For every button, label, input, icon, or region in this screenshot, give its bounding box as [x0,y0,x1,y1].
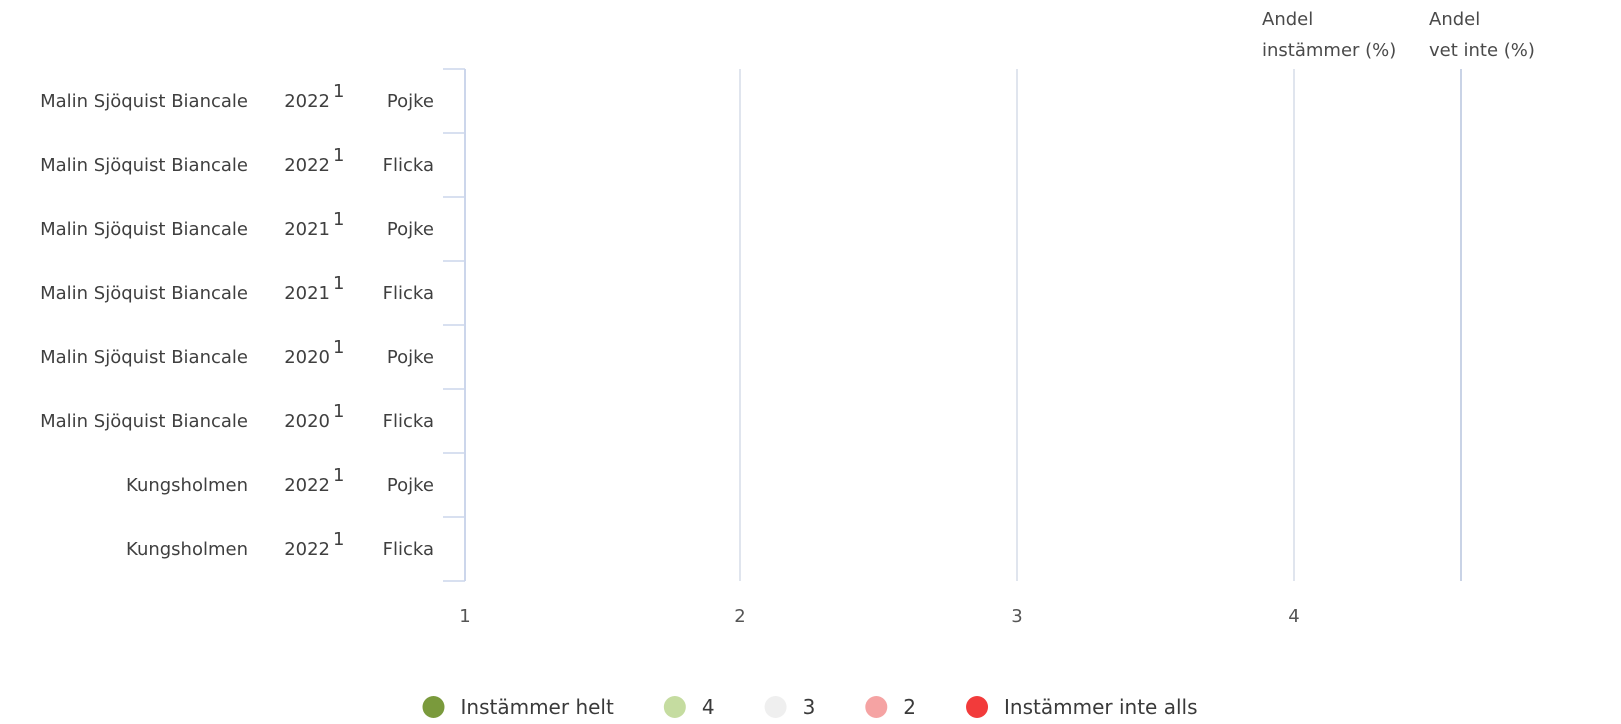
row-name: Kungsholmen [126,539,248,560]
row-group: Flicka [383,155,434,176]
row-year: 2022 [284,155,330,176]
legend-label: Instämmer inte alls [1004,695,1197,719]
row-year: 2022 [284,539,330,560]
legend-label: 4 [702,695,715,719]
column-header-line1: Andel [1262,9,1313,30]
row-group: Pojke [387,475,434,496]
legend-item[interactable]: 2 [865,695,916,719]
row-group: Flicka [383,411,434,432]
legend-marker [663,696,686,718]
row-footnote-marker: 1 [333,529,344,550]
column-header: Andel instämmer (%) [1262,9,1396,61]
row-name: Malin Sjöquist Biancale [40,155,248,176]
row-year: 2021 [284,283,330,304]
column-header-line2: vet inte (%) [1429,40,1535,61]
row-footnote-marker: 1 [333,337,344,358]
row-name: Malin Sjöquist Biancale [40,91,248,112]
x-tick-label-3: 3 [1011,606,1022,627]
row-label: Malin Sjöquist Biancale 2022 1 Pojke [40,81,434,112]
row-name: Malin Sjöquist Biancale [40,347,248,368]
legend-marker [764,696,787,718]
legend-label: 3 [803,695,816,719]
legend-item[interactable]: Instämmer inte alls [966,695,1198,719]
row-year: 2020 [284,347,330,368]
row-group: Pojke [387,91,434,112]
row-footnote-marker: 1 [333,209,344,230]
row-name: Kungsholmen [126,475,248,496]
x-tick-label-4: 4 [1288,606,1299,627]
row-footnote-marker: 1 [333,81,344,102]
legend-item[interactable]: 4 [663,695,715,719]
extra-column-headers: Andel instämmer (%) Andel vet inte (%) [1262,9,1535,61]
row-year: 2022 [284,475,330,496]
legend-label: 2 [903,695,916,719]
x-axis-ticks: 1 2 3 4 [459,606,1299,627]
row-footnote-marker: 1 [333,465,344,486]
legend-item[interactable]: 3 [764,695,816,719]
legend-item[interactable]: Instämmer helt [422,695,614,719]
column-header-line1: Andel [1429,9,1480,30]
row-group: Pojke [387,219,434,240]
row-footnote-marker: 1 [333,145,344,166]
column-header-line2: instämmer (%) [1262,40,1396,61]
row-name: Malin Sjöquist Biancale [40,219,248,240]
row-year: 2020 [284,411,330,432]
legend-marker [422,696,445,718]
row-group: Flicka [383,283,434,304]
legend-marker [966,696,989,718]
x-tick-label-2: 2 [734,606,745,627]
row-label: Malin Sjöquist Biancale 2020 1 Pojke [40,337,434,368]
legend[interactable]: Instämmer helt 4 3 2 Instämmer inte alls [422,695,1198,719]
row-label: Kungsholmen 2022 1 Pojke [126,465,434,496]
row-footnote-marker: 1 [333,273,344,294]
column-header: Andel vet inte (%) [1429,9,1535,61]
row-label: Kungsholmen 2022 1 Flicka [126,529,434,560]
row-group: Flicka [383,539,434,560]
legend-marker [865,696,888,718]
row-footnote-marker: 1 [333,401,344,422]
y-axis [443,68,466,582]
row-year: 2022 [284,91,330,112]
row-label: Malin Sjöquist Biancale 2021 1 Flicka [40,273,434,304]
row-name: Malin Sjöquist Biancale [40,283,248,304]
row-name: Malin Sjöquist Biancale [40,411,248,432]
row-label: Malin Sjöquist Biancale 2022 1 Flicka [40,145,434,176]
row-group: Pojke [387,347,434,368]
row-label: Malin Sjöquist Biancale 2021 1 Pojke [40,209,434,240]
row-year: 2021 [284,219,330,240]
row-label: Malin Sjöquist Biancale 2020 1 Flicka [40,401,434,432]
x-tick-label-1: 1 [459,606,470,627]
legend-label: Instämmer helt [461,695,614,719]
grid-layer [739,69,1462,581]
